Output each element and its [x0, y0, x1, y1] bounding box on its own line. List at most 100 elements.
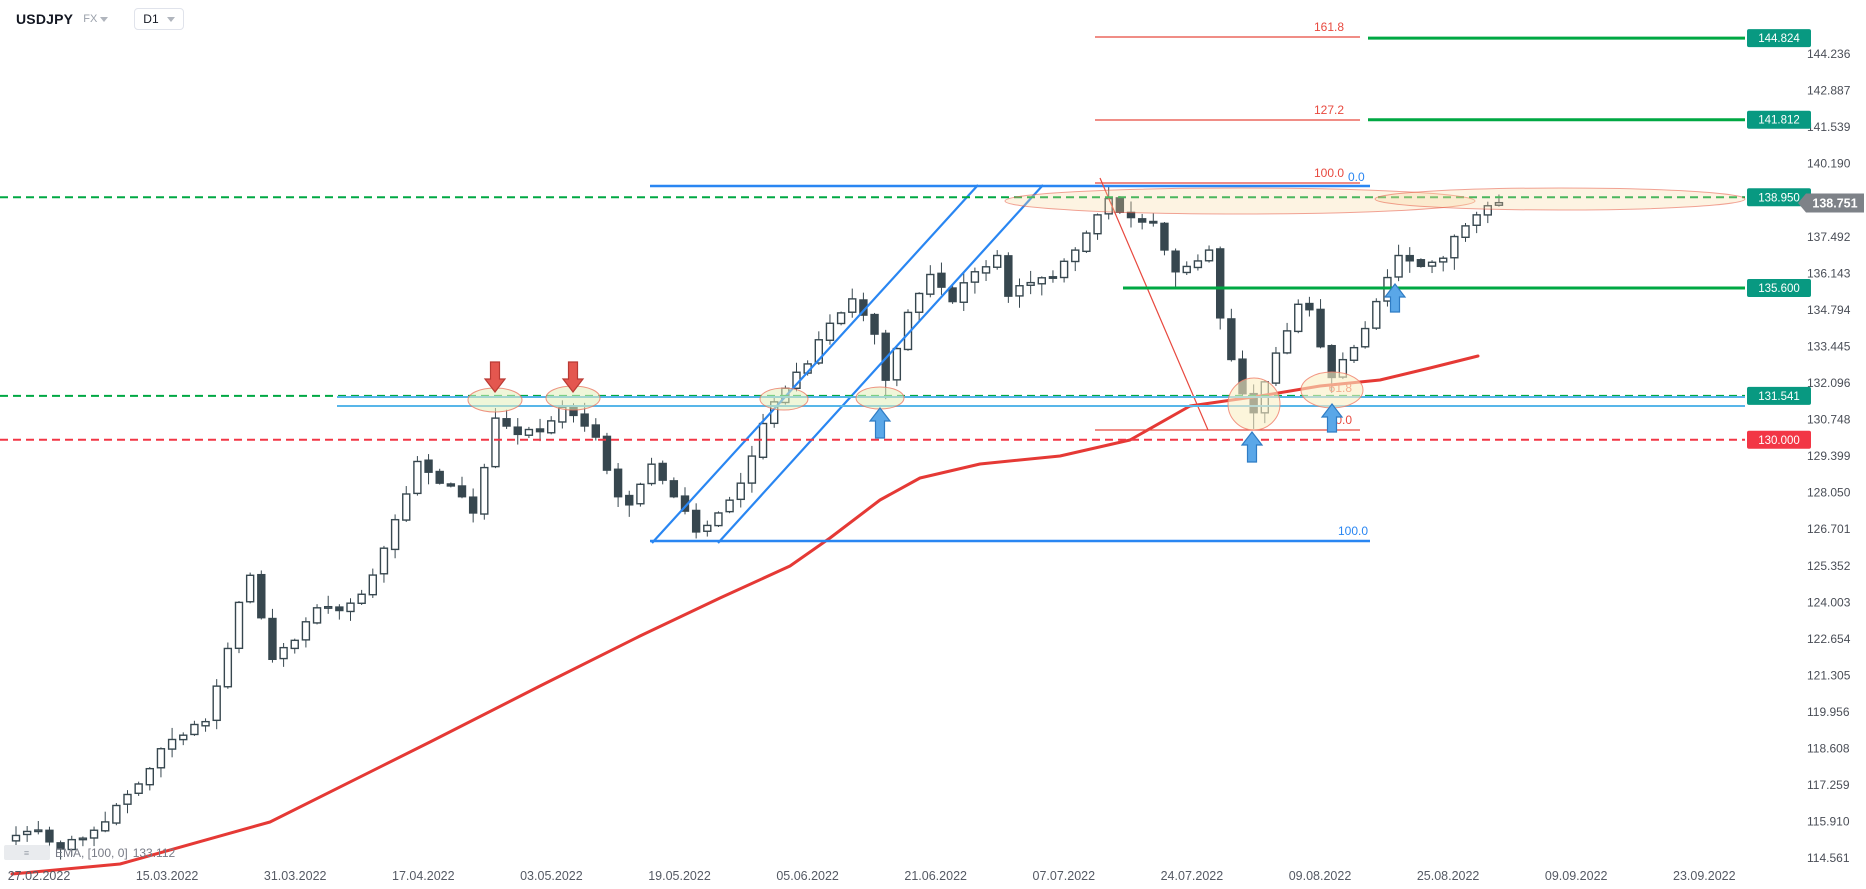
price-tag	[1747, 386, 1811, 405]
candle-body	[625, 494, 634, 506]
timeframe-button[interactable]: D1	[134, 8, 184, 30]
arrow-up-icon[interactable]	[868, 407, 892, 439]
price-tag	[1747, 279, 1811, 298]
date-axis-label: 27.02.2022	[8, 869, 71, 883]
candle-body	[1294, 303, 1303, 333]
candle-body	[56, 842, 65, 850]
date-axis-label: 31.03.2022	[264, 869, 327, 883]
candle-body	[22, 830, 32, 836]
date-axis-label: 25.08.2022	[1417, 869, 1480, 883]
candle-body	[870, 313, 879, 335]
candle-body	[1015, 285, 1024, 297]
candle-body	[1427, 261, 1437, 267]
arrow-down-icon[interactable]	[561, 361, 585, 393]
ema-line[interactable]	[10, 354, 1480, 876]
candle-body	[1048, 276, 1058, 279]
candle-body	[1472, 214, 1481, 226]
candle-body	[1349, 346, 1359, 361]
candle-body	[580, 413, 589, 427]
arrow-up-icon[interactable]	[1320, 403, 1344, 433]
date-axis-label: 19.05.2022	[648, 869, 711, 883]
fib-blue-0-label: 0.0	[1348, 170, 1365, 184]
candle-body	[1483, 205, 1493, 216]
candle-body	[457, 485, 467, 498]
highlight-ellipse[interactable]	[855, 386, 905, 410]
candle-body	[89, 829, 99, 839]
candle-body	[335, 606, 344, 612]
candle-body	[613, 468, 623, 498]
arrow-up-icon[interactable]	[1240, 431, 1264, 463]
candle-body	[502, 418, 511, 427]
candle-body	[1149, 220, 1158, 224]
candle-body	[1059, 260, 1069, 279]
symbol-title[interactable]: USDJPY	[16, 11, 74, 27]
candle-body	[703, 524, 712, 532]
candle-body	[1438, 257, 1448, 263]
candle-body	[1160, 222, 1169, 251]
candle-body	[825, 322, 835, 341]
candle-body	[245, 574, 255, 603]
candle-body	[134, 783, 143, 794]
price-tag-label: 138.950	[1758, 192, 1800, 204]
candle-body	[78, 837, 88, 841]
price-tag-label: 131.541	[1758, 391, 1800, 403]
date-axis-label: 17.04.2022	[392, 869, 455, 883]
candle-body	[491, 417, 500, 468]
fib-blue-100-label: 100.0	[1338, 524, 1368, 538]
price-tag	[1747, 110, 1811, 129]
price-axis-tick: 126.701	[1807, 522, 1851, 536]
candle-body	[959, 282, 968, 303]
candle-body	[636, 483, 645, 505]
candle-body	[446, 483, 456, 487]
candle-body	[123, 793, 132, 805]
candle-body	[669, 480, 679, 498]
candle-body	[1137, 218, 1147, 223]
highlight-ellipse[interactable]	[1374, 187, 1746, 211]
candle-body	[1071, 249, 1080, 263]
candle-body	[1271, 352, 1281, 384]
candle-body	[257, 573, 266, 619]
legend-controls-icon[interactable]: ≡	[4, 845, 50, 860]
price-axis-tick: 144.236	[1807, 47, 1851, 61]
highlight-ellipse[interactable]	[1227, 377, 1281, 431]
trend-channel-line[interactable]	[651, 184, 979, 544]
candle-body	[1215, 248, 1225, 319]
indicator-legend[interactable]: ≡ EMA, [100, 0] 133.112	[4, 845, 175, 860]
highlight-ellipse[interactable]	[1300, 371, 1364, 409]
price-axis-tick: 117.259	[1807, 778, 1850, 792]
arrow-up-icon[interactable]	[1383, 283, 1407, 313]
candle-body	[424, 459, 433, 473]
indicator-value: 133.112	[132, 845, 176, 860]
trend-channel-line[interactable]	[717, 184, 1044, 544]
chevron-down-icon	[100, 16, 109, 22]
highlight-ellipse[interactable]	[1004, 187, 1476, 215]
candle-body	[402, 493, 411, 521]
candle-body	[301, 621, 311, 641]
fib-red-trendline[interactable]	[1099, 177, 1209, 431]
candle-body	[1204, 249, 1214, 262]
candle-body	[324, 605, 333, 609]
candle-body	[1305, 302, 1314, 311]
candle-body	[45, 829, 54, 843]
candle-body	[112, 804, 121, 824]
arrow-down-icon[interactable]	[483, 361, 507, 393]
candle-body	[201, 720, 210, 727]
candle-body	[156, 748, 166, 769]
candle-body	[357, 593, 366, 604]
date-axis-label: 09.08.2022	[1289, 869, 1352, 883]
candle-body	[179, 734, 188, 741]
candle-body	[1126, 211, 1136, 219]
price-tag-label: 130.000	[1758, 435, 1800, 447]
candle-body	[1182, 265, 1191, 274]
price-axis-tick: 122.654	[1807, 632, 1851, 646]
price-axis-tick: 132.096	[1807, 376, 1851, 390]
highlight-ellipse[interactable]	[759, 387, 809, 411]
candle-body	[981, 266, 991, 274]
market-label[interactable]: FX	[83, 13, 109, 25]
date-axis-label: 09.09.2022	[1545, 869, 1608, 883]
candle-body	[1494, 201, 1504, 206]
price-axis-tick: 141.539	[1807, 120, 1851, 134]
candle-body	[435, 470, 444, 484]
candle-body	[167, 738, 177, 750]
